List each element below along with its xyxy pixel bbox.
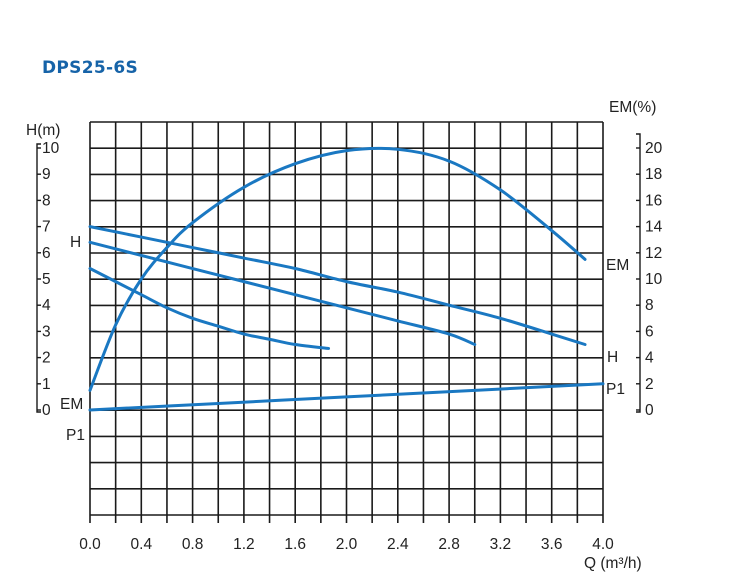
right-tick-label: 16 bbox=[645, 192, 662, 209]
curve-em bbox=[88, 146, 587, 392]
x-tick-label: 1.2 bbox=[233, 536, 255, 553]
left-axis-title: H(m) bbox=[26, 122, 60, 139]
left-tick-label: 6 bbox=[42, 245, 51, 262]
chart-axes: 012345678910H(m)02468101214161820EM(%)0.… bbox=[26, 99, 663, 572]
x-tick-label: 2.0 bbox=[336, 536, 358, 553]
curve-label-em-right: EM bbox=[606, 257, 629, 274]
x-tick-label: 3.2 bbox=[490, 536, 512, 553]
left-tick-label: 5 bbox=[42, 271, 51, 288]
right-tick-label: 12 bbox=[645, 245, 662, 262]
left-tick-label: 9 bbox=[42, 166, 51, 183]
labels-layer: EM EM H H P1 P1 bbox=[60, 234, 629, 444]
curve-label-h-left: H bbox=[70, 234, 81, 251]
curve-h bbox=[88, 225, 587, 346]
right-tick-label: 6 bbox=[645, 323, 654, 340]
x-tick-label: 1.6 bbox=[284, 536, 306, 553]
curves-layer bbox=[88, 146, 605, 412]
right-tick-label: 8 bbox=[645, 297, 654, 314]
curve-h bbox=[88, 240, 477, 346]
left-tick-label: 3 bbox=[42, 323, 51, 340]
right-axis-line bbox=[636, 133, 641, 413]
curve-label-h-right: H bbox=[607, 349, 618, 366]
curve-p1 bbox=[88, 382, 605, 412]
left-axis-line bbox=[36, 143, 41, 413]
right-tick-label: 2 bbox=[645, 376, 654, 393]
left-tick-label: 8 bbox=[42, 192, 51, 209]
right-tick-label: 18 bbox=[645, 166, 662, 183]
x-tick-label: 4.0 bbox=[592, 536, 614, 553]
x-tick-label: 0.8 bbox=[182, 536, 204, 553]
left-tick-label: 2 bbox=[42, 350, 51, 367]
curve-h bbox=[88, 267, 331, 350]
x-tick-label: 0.4 bbox=[131, 536, 153, 553]
x-tick-label: 3.6 bbox=[541, 536, 563, 553]
left-tick-label: 1 bbox=[42, 376, 51, 393]
x-tick-label: 2.4 bbox=[387, 536, 409, 553]
right-tick-label: 4 bbox=[645, 350, 654, 367]
right-axis-title: EM(%) bbox=[609, 99, 656, 116]
left-tick-label: 7 bbox=[42, 219, 51, 236]
left-tick-label: 10 bbox=[42, 140, 60, 157]
left-tick-label: 4 bbox=[42, 297, 51, 314]
x-axis-title: Q (m³/h) bbox=[584, 555, 642, 572]
right-tick-label: 20 bbox=[645, 140, 663, 157]
chart-title: DPS25-6S bbox=[42, 58, 138, 78]
left-tick-label: 0 bbox=[42, 402, 51, 419]
right-tick-label: 14 bbox=[645, 219, 663, 236]
curve-label-em-left: EM bbox=[60, 396, 83, 413]
x-tick-label: 2.8 bbox=[438, 536, 460, 553]
right-tick-label: 10 bbox=[645, 271, 663, 288]
plot-grid bbox=[89, 121, 604, 523]
x-tick-label: 0.0 bbox=[79, 536, 101, 553]
curve-label-p1-right: P1 bbox=[606, 381, 625, 398]
curve-label-p1-left: P1 bbox=[66, 427, 85, 444]
right-tick-label: 0 bbox=[645, 402, 654, 419]
